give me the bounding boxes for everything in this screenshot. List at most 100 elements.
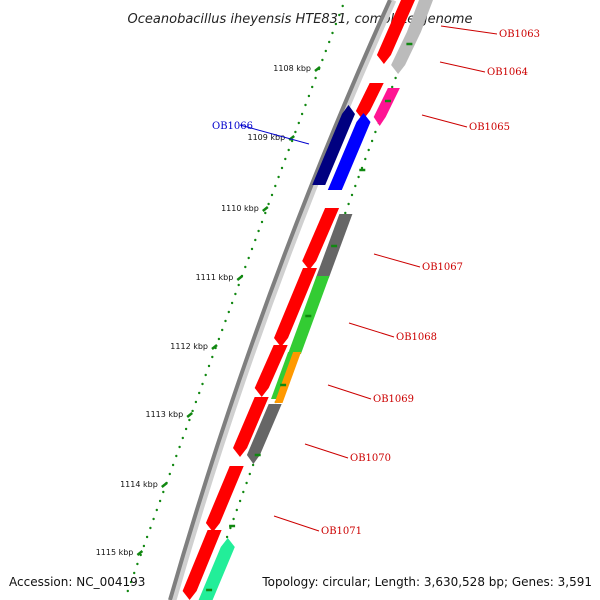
outer-ruler-dot — [224, 319, 227, 323]
outer-ruler-dot — [307, 94, 311, 98]
ruler-dots — [126, 4, 424, 593]
outer-ruler-dot — [341, 4, 344, 8]
outer-ruler-dot — [230, 301, 234, 305]
outer-ruler-dot — [328, 40, 331, 44]
backbone — [168, 0, 397, 600]
inner-ruler-dot — [364, 157, 367, 161]
inner-ruler-dot — [367, 148, 370, 152]
outer-ruler-dot — [191, 409, 194, 413]
inner-ruler-dot — [245, 481, 248, 485]
inner-ruler-dot — [370, 139, 374, 143]
outer-ruler-dot — [290, 139, 294, 143]
inner-ruler-dot — [232, 517, 235, 521]
gene-block — [274, 352, 302, 403]
outer-ruler-dot — [217, 337, 221, 341]
outer-ruler-dot — [201, 382, 204, 386]
kbp-tick — [262, 206, 269, 212]
gene-block — [198, 538, 235, 600]
gene-label-leader — [439, 61, 486, 73]
kbp-tick — [288, 135, 295, 141]
inner-ruler-dot — [242, 490, 245, 494]
accession-text: Accession: NC_004193 — [9, 575, 145, 589]
forward-gene-arrow — [182, 530, 222, 600]
gene-label-leader — [273, 515, 320, 532]
outer-ruler-dot — [198, 391, 201, 395]
reverse-gene-arrow — [312, 105, 355, 185]
outer-ruler-dot — [270, 193, 274, 197]
inner-ruler-dot — [350, 193, 354, 197]
forward-gene-arrow — [274, 268, 317, 347]
outer-ruler-dot — [331, 31, 334, 35]
outer-ruler-dot — [250, 247, 254, 251]
gene-label-leader — [348, 322, 395, 338]
outer-ruler-dot — [175, 454, 178, 458]
kbp-tick-label: 1115 kbp — [96, 548, 134, 557]
inner-ruler-dot — [248, 472, 251, 476]
gene-label: OB1070 — [350, 453, 391, 464]
outer-ruler-dot — [126, 589, 129, 593]
outer-ruler-dot — [314, 76, 317, 80]
gene-label-leader — [373, 253, 421, 268]
outer-ruler-dot — [145, 535, 149, 539]
kbp-tick-label: 1113 kbp — [145, 410, 183, 419]
outer-ruler-dot — [287, 148, 290, 152]
backbone-shadow — [169, 0, 397, 600]
outer-ruler-dot — [207, 364, 211, 368]
outer-ruler-dot — [267, 202, 270, 206]
kbp-tick — [186, 412, 193, 418]
outer-ruler-dot — [294, 130, 297, 134]
outer-ruler-dot — [244, 265, 247, 269]
outer-ruler-dot — [284, 157, 287, 161]
outer-ruler-dot — [171, 463, 175, 467]
outer-ruler-dot — [274, 184, 277, 188]
outer-ruler-dot — [304, 103, 307, 107]
outer-ruler-dot — [321, 58, 324, 62]
forward-gene-arrow — [376, 0, 415, 64]
outer-ruler-dot — [311, 85, 314, 89]
outer-ruler-dot — [188, 418, 191, 422]
outer-ruler-dot — [247, 256, 250, 260]
inner-ruler-dot — [251, 463, 255, 467]
gene-label-leader — [327, 384, 372, 400]
outer-ruler-dot — [152, 517, 155, 521]
gene-block — [406, 0, 433, 32]
outer-ruler-dot — [204, 373, 207, 377]
inner-ruler-dot — [344, 211, 347, 215]
inner-ruler-dot — [229, 526, 232, 530]
inner-ruler-dot — [238, 499, 242, 503]
forward-gene-arrow — [254, 345, 288, 397]
kbp-tick — [136, 550, 144, 556]
outer-ruler-dot — [280, 166, 284, 170]
outer-ruler-dot — [184, 427, 188, 431]
gene-block — [246, 404, 282, 464]
outer-ruler-dot — [221, 328, 224, 332]
features — [182, 0, 433, 600]
kbp-tick — [236, 275, 244, 281]
outer-ruler-dot — [181, 436, 184, 440]
kbp-tick-label: 1112 kbp — [170, 342, 208, 351]
ruler-ticks: 1108 kbp 1109 kbp 1110 kbp 1111 kbp 1112 kbp… — [96, 42, 413, 592]
gene-label: OB1063 — [499, 29, 540, 40]
genome-summary-text: Topology: circular; Length: 3,630,528 bp… — [261, 575, 592, 589]
outer-ruler-dot — [297, 121, 300, 125]
inner-ruler-dot — [374, 130, 377, 134]
outer-ruler-dot — [257, 229, 260, 233]
outer-ruler-dot — [324, 49, 327, 53]
gene-label-leader — [239, 124, 310, 145]
gene-block — [391, 32, 421, 74]
outer-ruler-dot — [260, 220, 264, 224]
gene-label-leader — [440, 25, 498, 35]
gene-label-leader — [304, 443, 349, 459]
kbp-tick-label: 1110 kbp — [221, 204, 259, 213]
reverse-gene-arrow — [327, 113, 371, 190]
outer-ruler-dot — [234, 292, 237, 296]
forward-gene-arrow — [302, 208, 340, 270]
gene-block — [373, 88, 400, 126]
inner-ruler-dot — [360, 166, 364, 170]
outer-ruler-dot — [168, 472, 171, 476]
outer-ruler-dot — [237, 283, 240, 287]
outer-ruler-dot — [129, 580, 133, 584]
gene-label: OB1071 — [321, 526, 362, 537]
gene-label: OB1064 — [487, 67, 528, 78]
